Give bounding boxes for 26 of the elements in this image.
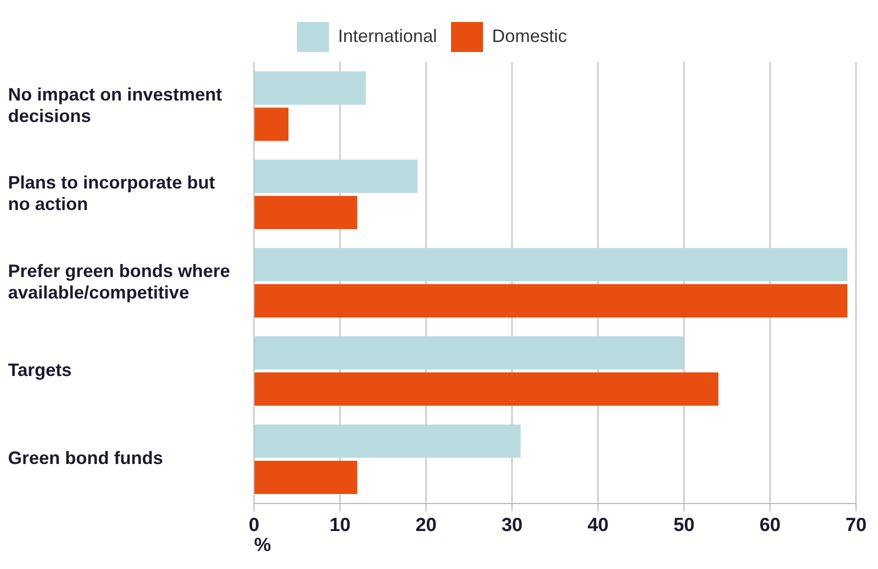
bar: [254, 108, 288, 141]
y-tick-label: Prefer green bonds where available/competitive: [8, 260, 230, 302]
bar: [254, 196, 358, 230]
x-tick-label: 40: [587, 515, 609, 536]
x-tick-label: 50: [673, 515, 695, 536]
bar: [254, 460, 358, 494]
y-tick-label: No impact on investment decisions: [8, 84, 222, 126]
bar: [254, 248, 848, 282]
bar: [254, 336, 684, 370]
bar: [254, 284, 848, 318]
x-tick-label: 20: [415, 515, 437, 536]
y-tick-label: Plans to incorporate but no action: [8, 172, 216, 214]
legend-label: International: [338, 26, 438, 46]
x-axis-title: %: [254, 534, 272, 556]
bar: [254, 424, 521, 458]
bar: [254, 160, 418, 193]
x-tick-label: 60: [759, 515, 781, 536]
x-tick-label: 30: [501, 515, 523, 536]
x-tick-label: 0: [248, 515, 260, 536]
bar: [254, 71, 366, 105]
x-tick-label: 70: [845, 515, 867, 536]
x-tick-label: 10: [329, 515, 351, 536]
y-tick-label: Targets: [8, 360, 72, 380]
legend-label: Domestic: [492, 26, 568, 46]
bar: [254, 372, 718, 406]
y-tick-label: Green bond funds: [8, 448, 163, 468]
